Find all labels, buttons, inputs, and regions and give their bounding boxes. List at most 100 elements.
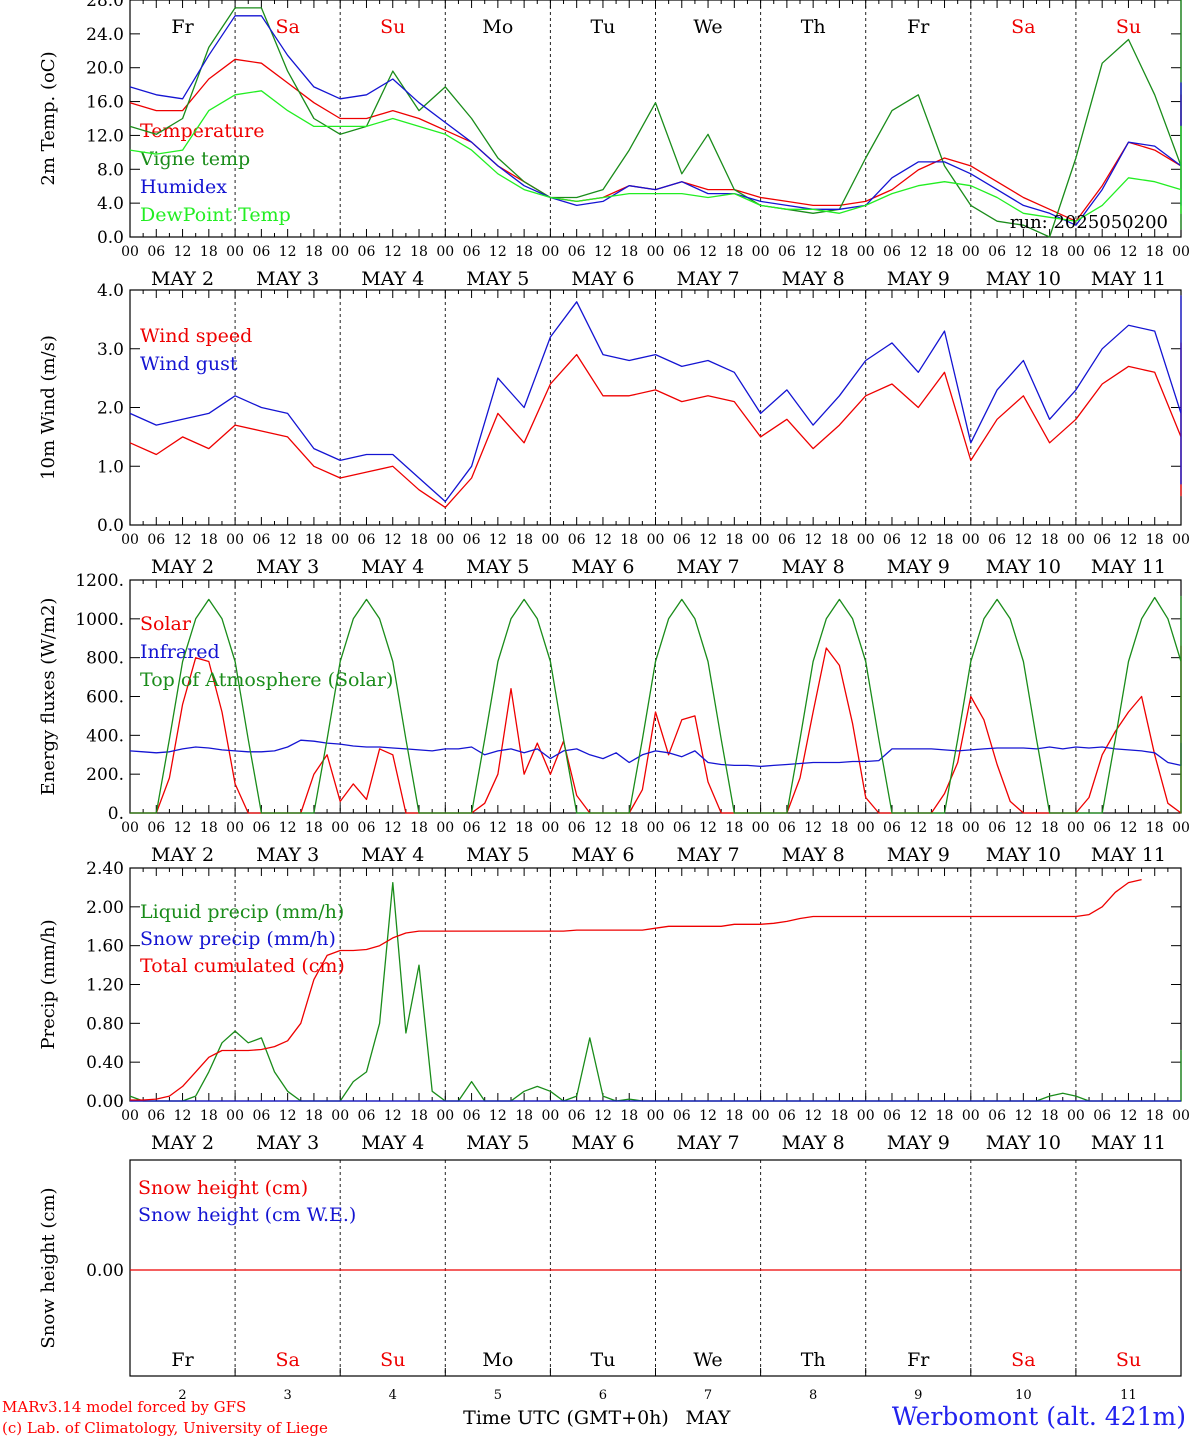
legend-entry: DewPoint Temp <box>140 204 291 226</box>
y-tick-label: 800. <box>86 649 124 669</box>
hour-label: 00 <box>962 820 980 836</box>
hour-label: 18 <box>305 244 323 260</box>
y-tick-label: 1200. <box>75 571 124 591</box>
hour-label: 12 <box>489 532 507 548</box>
legend-entry: Vigne temp <box>139 148 250 170</box>
date-label: MAY 5 <box>466 844 529 866</box>
hour-label: 12 <box>174 532 192 548</box>
legend-entry: Snow precip (mm/h) <box>140 928 336 950</box>
hour-label: 00 <box>121 820 139 836</box>
date-label: MAY 4 <box>361 268 424 290</box>
hour-label: 12 <box>384 1108 402 1124</box>
weekday-label: Su <box>1116 16 1141 38</box>
hour-label: 06 <box>988 532 1006 548</box>
hour-label: 12 <box>1014 532 1032 548</box>
hour-label: 06 <box>463 244 481 260</box>
hour-label: 18 <box>200 532 218 548</box>
hour-label: 00 <box>647 820 665 836</box>
hour-label: 12 <box>279 820 297 836</box>
hour-label: 12 <box>699 532 717 548</box>
hour-label: 18 <box>936 1108 954 1124</box>
hour-label: 00 <box>436 820 454 836</box>
hour-label: 00 <box>647 532 665 548</box>
hour-label: 06 <box>883 820 901 836</box>
date-label: MAY 4 <box>361 1132 424 1154</box>
y-tick-label: 8.0 <box>97 160 124 180</box>
hour-label: 18 <box>620 1108 638 1124</box>
y-tick-label: 2.40 <box>86 859 124 879</box>
date-label: MAY 3 <box>256 844 319 866</box>
hour-label: 12 <box>1120 820 1138 836</box>
hour-label: 12 <box>279 532 297 548</box>
hour-label: 06 <box>358 244 376 260</box>
date-label: MAY 2 <box>151 1132 214 1154</box>
hour-label: 12 <box>174 1108 192 1124</box>
hour-label: 12 <box>699 1108 717 1124</box>
hour-label: 00 <box>1172 532 1190 548</box>
hour-label: 06 <box>252 532 270 548</box>
hour-label: 06 <box>463 1108 481 1124</box>
hour-label: 18 <box>831 244 849 260</box>
hour-label: 00 <box>857 820 875 836</box>
y-tick-label: 600. <box>86 688 124 708</box>
hour-label: 12 <box>909 820 927 836</box>
hour-label: 00 <box>647 244 665 260</box>
hour-label: 00 <box>541 820 559 836</box>
hour-label: 18 <box>1041 820 1059 836</box>
series-line <box>129 90 1182 222</box>
hour-label: 06 <box>463 532 481 548</box>
date-label: MAY 9 <box>887 268 950 290</box>
legend-entry: Snow height (cm) <box>138 1177 308 1199</box>
hour-label: 06 <box>568 1108 586 1124</box>
hour-label: 12 <box>1120 532 1138 548</box>
weekday-label: Fr <box>907 1349 930 1371</box>
hour-label: 06 <box>358 820 376 836</box>
hour-label: 12 <box>384 532 402 548</box>
hour-label: 00 <box>541 1108 559 1124</box>
hour-label: 00 <box>1067 244 1085 260</box>
panel-5: 0.00 Snow height (cm) Snow height (cm) Snow… <box>38 1159 1182 1429</box>
panel-1: 0.0 4.0 8.0 12.0 16.0 20.0 24.0 28.0 2m Temp. (o… <box>38 0 1190 290</box>
model-credit: MARv3.14 model forced by GFS <box>2 1398 247 1416</box>
hour-label: 00 <box>541 244 559 260</box>
y-tick-label: 4.0 <box>97 281 124 301</box>
date-label: MAY 11 <box>1091 844 1166 866</box>
hour-label: 06 <box>1093 820 1111 836</box>
weekday-label: Tu <box>590 16 615 38</box>
y-axis-title: Snow height (cm) <box>38 1187 59 1348</box>
date-label: MAY 7 <box>677 1132 740 1154</box>
hour-label: 00 <box>752 820 770 836</box>
weekday-label: Fr <box>907 16 930 38</box>
hour-label: 06 <box>883 532 901 548</box>
date-label: MAY 9 <box>887 556 950 578</box>
date-label: MAY 3 <box>256 1132 319 1154</box>
hour-label: 18 <box>410 532 428 548</box>
date-label: MAY 11 <box>1091 556 1166 578</box>
hour-label: 12 <box>489 244 507 260</box>
hour-label: 06 <box>147 820 165 836</box>
legend-entry: Snow height (cm W.E.) <box>138 1204 356 1226</box>
date-label: MAY 10 <box>986 556 1061 578</box>
hour-label: 12 <box>594 532 612 548</box>
legend-entry: Wind speed <box>140 325 252 347</box>
hour-label: 18 <box>831 820 849 836</box>
date-label: MAY 11 <box>1091 268 1166 290</box>
date-label: MAY 5 <box>466 1132 529 1154</box>
series-line <box>130 595 1182 814</box>
date-label: MAY 7 <box>677 844 740 866</box>
hour-label: 06 <box>673 244 691 260</box>
y-tick-label: 0.0 <box>97 228 124 248</box>
hour-label: 12 <box>1120 1108 1138 1124</box>
station-name: Werbomont (alt. 421m) <box>891 1402 1186 1431</box>
legend-entry: Temperature <box>140 120 264 142</box>
y-tick-label: 400. <box>86 726 124 746</box>
hour-label: 00 <box>1172 244 1190 260</box>
date-label: MAY 10 <box>986 1132 1061 1154</box>
date-label: MAY 3 <box>256 556 319 578</box>
hour-label: 00 <box>857 1108 875 1124</box>
hour-label: 00 <box>752 532 770 548</box>
x-axis-month: MAY <box>686 1407 731 1429</box>
y-tick-label: 2.00 <box>86 898 124 918</box>
date-label: MAY 2 <box>151 556 214 578</box>
hour-label: 00 <box>331 532 349 548</box>
